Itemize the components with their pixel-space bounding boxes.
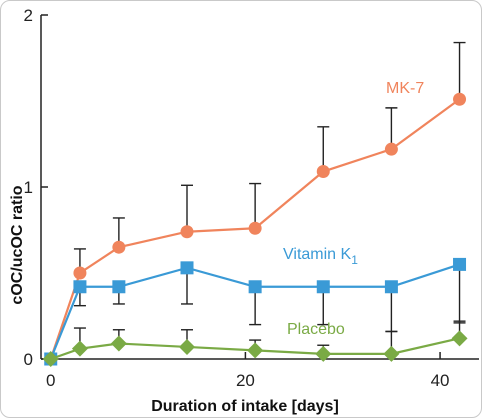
series-vitamin-k: [44, 257, 467, 366]
data-point: [73, 280, 87, 294]
x-tick-label: 40: [431, 371, 450, 390]
error-bars-mk-7: [73, 41, 466, 273]
series-placebo: [42, 330, 468, 367]
series-label-mk-7: MK-7: [386, 80, 424, 97]
data-point: [384, 280, 398, 294]
series-line-mk-7: [49, 98, 461, 360]
y-tick-label: 1: [24, 178, 33, 197]
data-point: [453, 92, 467, 106]
data-point: [248, 280, 262, 294]
x-tick-label: 0: [46, 371, 55, 390]
data-point: [42, 351, 59, 367]
y-tick-label: 2: [24, 6, 33, 25]
data-point: [110, 335, 127, 352]
series-mk-7: [44, 92, 467, 366]
error-bars-placebo: [73, 320, 466, 354]
data-point: [180, 261, 194, 275]
data-point: [179, 338, 195, 355]
series-label-placebo: Placebo: [287, 321, 345, 338]
data-point: [451, 330, 468, 347]
data-point: [315, 345, 332, 362]
x-axis-title: Duration of intake [days]: [151, 398, 339, 415]
data-point: [248, 221, 262, 235]
data-point: [383, 345, 400, 362]
data-point: [316, 280, 330, 294]
series-layer: MK-7 Vitamin K1 Placebo: [42, 41, 468, 367]
data-point: [316, 165, 330, 179]
x-tick-label: 20: [236, 371, 255, 390]
data-point: [112, 280, 126, 294]
data-point: [180, 225, 194, 239]
data-point: [247, 342, 264, 359]
data-point: [453, 257, 467, 271]
data-point: [73, 266, 87, 280]
error-bars-vitamin-k: [73, 264, 466, 333]
y-axis-title: cOC/ucOC ratio: [9, 185, 26, 304]
y-tick-label: 0: [24, 350, 33, 369]
data-point: [71, 340, 88, 357]
series-label-vitamin-k: Vitamin K1: [283, 246, 358, 267]
data-point: [384, 142, 398, 156]
data-point: [112, 240, 126, 254]
